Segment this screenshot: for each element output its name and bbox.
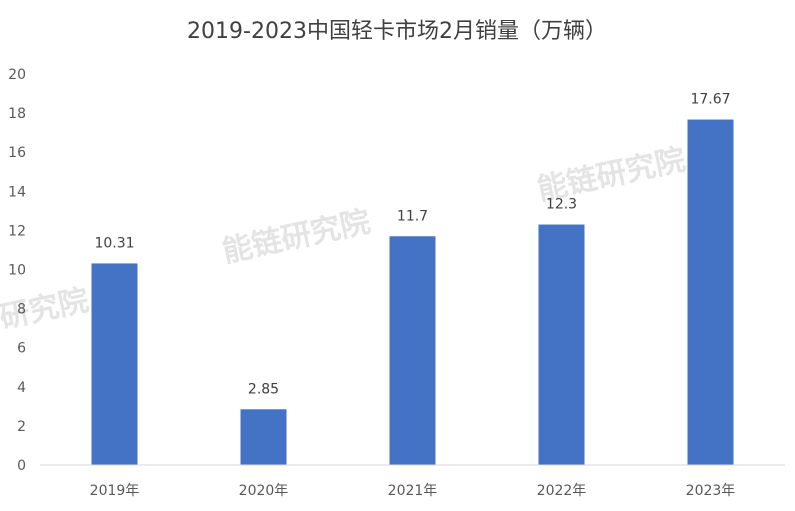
bar — [91, 263, 138, 465]
data-label: 12.3 — [546, 197, 577, 213]
y-tick-label: 8 — [17, 302, 26, 318]
y-tick-label: 12 — [8, 223, 26, 239]
y-tick-label: 10 — [8, 263, 26, 279]
bar — [538, 224, 585, 465]
x-tick-label: 2022年 — [537, 483, 587, 499]
data-label: 10.31 — [94, 235, 134, 251]
y-tick-label: 4 — [17, 380, 26, 396]
x-tick-label: 2023年 — [686, 483, 736, 499]
x-tick-label: 2021年 — [388, 483, 438, 499]
y-tick-label: 18 — [8, 106, 26, 122]
x-tick-label: 2020年 — [239, 483, 289, 499]
bar — [389, 236, 436, 465]
bars-group — [91, 119, 734, 465]
data-labels-group: 10.31 2.85 11.7 12.3 17.67 — [94, 92, 730, 398]
y-tick-label: 14 — [8, 184, 26, 200]
chart-title: 2019-2023中国轻卡市场2月销量（万辆） — [187, 19, 607, 44]
y-tick-label: 2 — [17, 419, 26, 435]
data-label: 17.67 — [690, 92, 730, 108]
bar — [687, 119, 734, 465]
watermark-3: 研究院 — [0, 283, 92, 336]
x-tick-label: 2019年 — [90, 483, 140, 499]
bar — [240, 409, 287, 465]
x-axis: 2019年 2020年 2021年 2022年 2023年 — [40, 464, 785, 499]
watermark-1: 能链研究院 — [219, 204, 373, 269]
y-tick-label: 6 — [17, 341, 26, 357]
y-tick-label: 16 — [8, 145, 26, 161]
data-label: 2.85 — [248, 381, 279, 397]
data-label: 11.7 — [397, 208, 428, 224]
y-axis: 0 2 4 6 8 10 12 14 16 18 20 — [8, 67, 26, 474]
y-tick-label: 20 — [8, 67, 26, 83]
y-tick-label: 0 — [17, 458, 26, 474]
